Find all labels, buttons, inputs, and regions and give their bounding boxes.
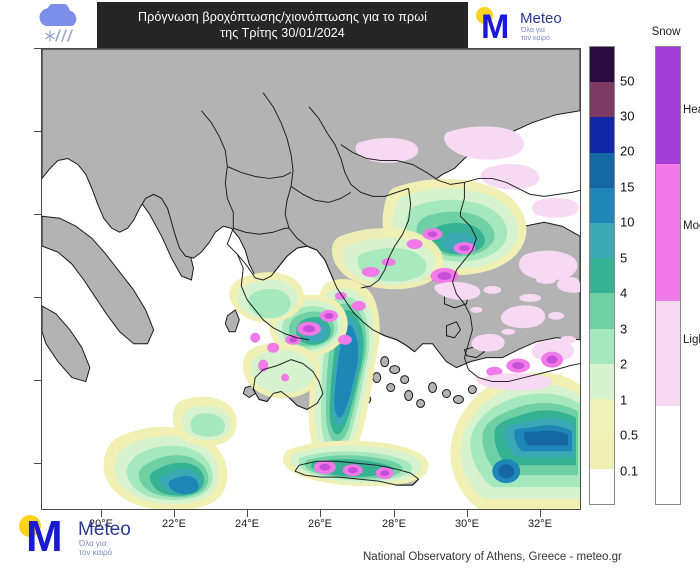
xtick-mark xyxy=(247,510,248,517)
cbar-band xyxy=(590,82,614,118)
xtick-label: 22°E xyxy=(162,518,186,530)
xtick-mark xyxy=(174,510,175,517)
meteo-m-mark: M xyxy=(26,512,63,561)
meteo-m-mark: M xyxy=(481,8,509,46)
xtick-mark xyxy=(101,510,102,517)
cbar-band xyxy=(590,469,614,504)
cbar-tick-label: 20 xyxy=(620,143,635,159)
xtick-label: 28°E xyxy=(382,518,406,530)
xtick-label: 30°E xyxy=(455,518,479,530)
cbar-tick-label: 4 xyxy=(620,285,628,301)
title-line-1: Πρόγνωση βροχόπτωσης/χιονόπτωσης για το … xyxy=(138,10,427,24)
ytick-mark xyxy=(34,131,41,132)
cbar-tick-label: 10 xyxy=(620,214,635,230)
cbar-band xyxy=(590,328,614,364)
snow-band-none xyxy=(656,405,680,504)
xtick-mark xyxy=(394,510,395,517)
xtick-mark xyxy=(320,510,321,517)
cbar-tick-label: 1 xyxy=(620,392,628,408)
xtick-label: 26°E xyxy=(308,518,332,530)
snow-label-moderate: Moderate xyxy=(683,220,700,232)
ytick-mark xyxy=(34,380,41,381)
weather-icon-box xyxy=(22,2,97,48)
meteo-wordmark: Meteo xyxy=(78,519,131,540)
cbar-band xyxy=(590,117,614,153)
cbar-band xyxy=(590,47,614,83)
meteo-tagline-2: τον καιρό xyxy=(521,35,550,42)
cbar-tick-label: 5 xyxy=(620,250,628,266)
snow-band-moderate xyxy=(656,163,680,301)
map-canvas xyxy=(42,49,580,509)
snow-band-heavy xyxy=(656,47,680,164)
xtick-label: 32°E xyxy=(528,518,552,530)
sun-icon xyxy=(476,7,493,24)
cbar-tick-label: 2 xyxy=(620,356,628,372)
precipitation-colorbar[interactable] xyxy=(589,46,615,505)
xtick-label: 24°E xyxy=(235,518,259,530)
meteo-wordmark: Meteo xyxy=(520,10,562,27)
precipitation-map[interactable] xyxy=(41,48,581,510)
page-title: Πρόγνωση βροχόπτωσης/χιονόπτωσης για το … xyxy=(97,9,468,41)
cbar-tick-label: 50 xyxy=(620,73,635,89)
cbar-band xyxy=(590,152,614,188)
cbar-band xyxy=(590,363,614,399)
meteo-logo-header[interactable]: M Meteo Όλα για τον καιρό xyxy=(468,2,580,48)
title-line-2: της Τρίτης 30/01/2024 xyxy=(220,26,345,40)
cbar-band xyxy=(590,434,614,470)
cbar-tick-label: 0.5 xyxy=(620,427,639,443)
ytick-mark xyxy=(34,48,41,49)
meteo-tagline-2: τον καιρό xyxy=(79,548,113,557)
sun-icon xyxy=(19,515,41,537)
cbar-band xyxy=(590,258,614,294)
meteo-tagline-1: Όλα για xyxy=(79,539,107,548)
ytick-mark xyxy=(34,214,41,215)
cbar-band xyxy=(590,293,614,329)
cbar-tick-label: 15 xyxy=(620,179,635,195)
xtick-mark xyxy=(540,510,541,517)
cbar-band xyxy=(590,187,614,223)
header-banner: Πρόγνωση βροχόπτωσης/χιονόπτωσης για το … xyxy=(22,2,580,48)
ytick-mark xyxy=(34,297,41,298)
cbar-tick-label: 0.1 xyxy=(620,463,639,479)
cbar-tick-label: 3 xyxy=(620,321,628,337)
meteo-logo-footer[interactable]: M Meteo Όλα για τον καιρό xyxy=(14,512,204,560)
cbar-band xyxy=(590,398,614,435)
xtick-label: 20°E xyxy=(89,518,113,530)
snow-band-light xyxy=(656,300,680,406)
snow-label-heavy: Heavy xyxy=(683,104,700,116)
xtick-mark xyxy=(467,510,468,517)
meteo-tagline-1: Όλα για xyxy=(521,27,545,34)
cloud-snow-rain-icon xyxy=(39,4,76,42)
cbar-band xyxy=(590,222,614,259)
cbar-tick-label: 30 xyxy=(620,108,635,124)
snow-label-light: Light xyxy=(683,334,700,346)
snow-legend-title: Snow xyxy=(651,26,681,38)
attribution-text: National Observatory of Athens, Greece -… xyxy=(363,551,622,563)
snow-colorbar[interactable] xyxy=(655,46,681,505)
ytick-mark xyxy=(34,463,41,464)
